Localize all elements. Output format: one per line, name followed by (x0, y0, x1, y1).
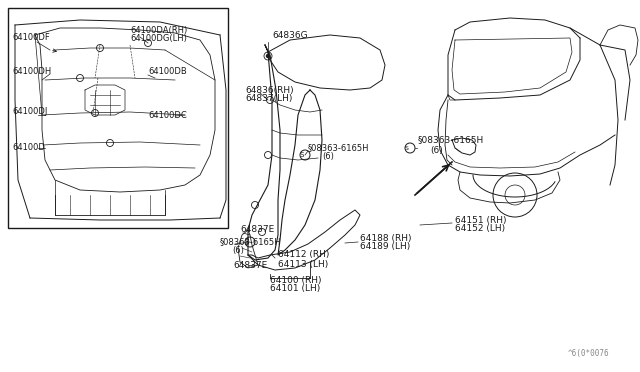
Text: S: S (300, 152, 304, 158)
Text: §08363-6165H: §08363-6165H (418, 135, 484, 144)
Bar (8, 8, 228, 228)
Text: 64101 (LH): 64101 (LH) (270, 285, 320, 294)
Text: 64100D: 64100D (12, 144, 45, 153)
Text: 64837E: 64837E (233, 260, 268, 269)
Text: 64837(LH): 64837(LH) (245, 94, 292, 103)
Text: 64100DF: 64100DF (12, 33, 50, 42)
Text: 64151 (RH): 64151 (RH) (455, 215, 506, 224)
Text: §08363-6165H: §08363-6165H (308, 144, 369, 153)
Text: 64100DG(LH): 64100DG(LH) (130, 35, 187, 44)
Text: 64100DJ: 64100DJ (12, 108, 47, 116)
Text: §08363-6165H: §08363-6165H (220, 237, 282, 247)
Text: S: S (405, 145, 409, 151)
Text: 64112 (RH): 64112 (RH) (278, 250, 330, 260)
Text: 64113 (LH): 64113 (LH) (278, 260, 328, 269)
Text: 64100DC: 64100DC (148, 110, 187, 119)
Text: S: S (245, 239, 249, 245)
Text: 64837E: 64837E (240, 225, 275, 234)
Text: 64100 (RH): 64100 (RH) (270, 276, 321, 285)
Text: 64100DH: 64100DH (12, 67, 51, 77)
Text: ^6(0*0076: ^6(0*0076 (568, 349, 610, 358)
Text: 64152 (LH): 64152 (LH) (455, 224, 505, 234)
Text: 64189 (LH): 64189 (LH) (360, 243, 410, 251)
Text: 64188 (RH): 64188 (RH) (360, 234, 412, 243)
Text: (6): (6) (322, 153, 334, 161)
Text: 64836(RH): 64836(RH) (245, 86, 294, 94)
Text: 64100DA(RH): 64100DA(RH) (130, 26, 188, 35)
Circle shape (266, 55, 269, 58)
Text: (6): (6) (232, 247, 244, 256)
Text: 64836G: 64836G (272, 31, 308, 39)
Text: 64100DB: 64100DB (148, 67, 187, 77)
Text: (6): (6) (430, 145, 443, 154)
